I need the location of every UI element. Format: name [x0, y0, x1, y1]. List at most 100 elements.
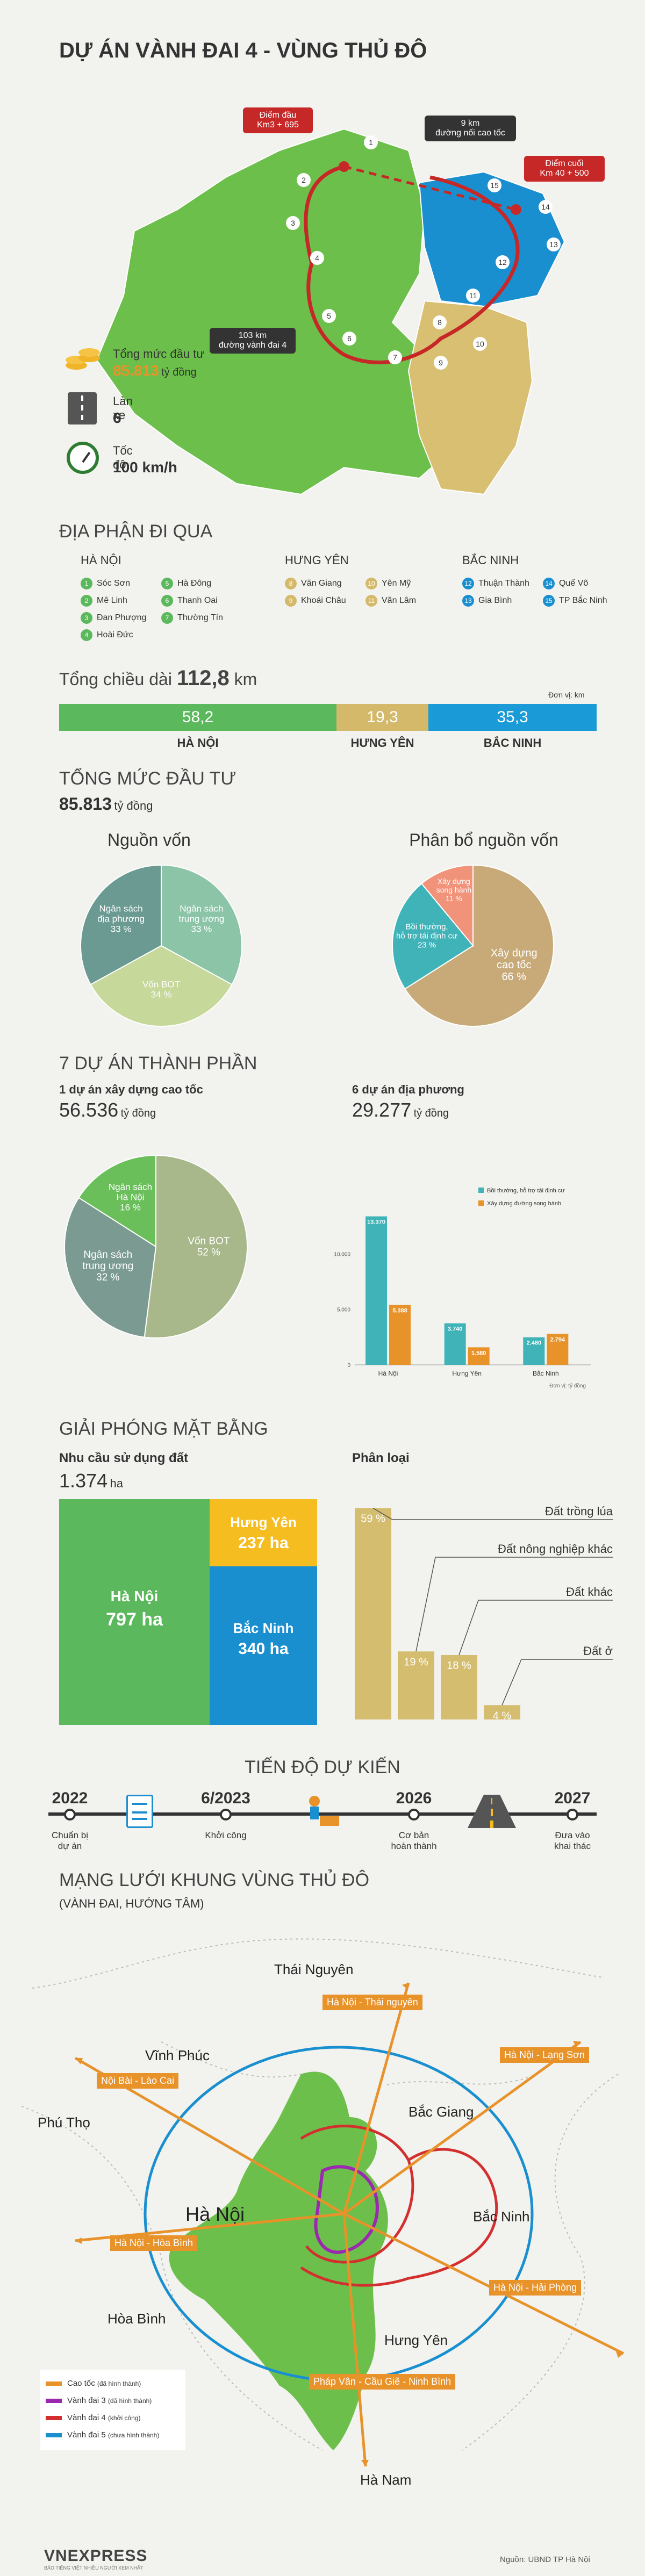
land-need-value: 1.374 — [59, 1470, 108, 1492]
land-block-bacninh: Bắc Ninh 340 ha — [210, 1566, 317, 1725]
category-label: Hà Nội — [378, 1370, 398, 1377]
legend-note: (đã hình thành) — [108, 2397, 152, 2405]
legend-label: Vành đai 5 — [67, 2430, 108, 2440]
classify-title: Phân loại — [352, 1451, 410, 1465]
investment-total: 85.813 — [59, 794, 112, 814]
district-label: Gia Bình — [478, 596, 512, 605]
investment-heading: TỔNG MỨC ĐẦU TƯ — [59, 768, 236, 789]
place-hoa-binh: Hòa Bình — [108, 2311, 166, 2327]
pie-label: Ngân sách — [83, 1249, 132, 1261]
district-label: Văn Giang — [301, 579, 342, 588]
legend-label: Vành đai 3 — [67, 2396, 108, 2405]
ring-road-4-net — [300, 2148, 498, 2287]
length-segment-label: HƯNG YÊN — [350, 736, 414, 750]
highway-icon — [468, 1795, 516, 1828]
bar — [389, 1305, 411, 1365]
vnexpress-logo: VNEXPRESS — [44, 2547, 148, 2565]
district-label: Mê Linh — [97, 596, 127, 605]
legend-swatch — [46, 2416, 62, 2421]
territory-heading: ĐỊA PHẬN ĐI QUA — [59, 521, 213, 542]
investment-total-unit: tỷ đồng — [114, 799, 153, 812]
timeline-label: Đưa vào khai thác — [554, 1830, 591, 1851]
pie-label: Vốn BOT — [142, 980, 180, 990]
svg-text:7: 7 — [393, 353, 397, 362]
pie-label: Bồi thường, — [406, 922, 448, 931]
local-unit: tỷ đồng — [413, 1107, 449, 1119]
bar-value-label: 3.740 — [448, 1326, 463, 1333]
pie-label: 23 % — [418, 940, 436, 949]
investment-value: 85.813 — [113, 362, 159, 379]
network-legend-item: Vành đai 5 (chưa hình thành) — [46, 2427, 180, 2444]
bar-value-label: 2.794 — [550, 1336, 565, 1343]
length-unit-note: Đơn vị: km — [548, 690, 585, 699]
land-class-value: 4 % — [493, 1710, 512, 1722]
link-road — [343, 165, 517, 211]
district-label: Thanh Oai — [177, 596, 218, 605]
alloc-title: Phân bổ nguồn vốn — [409, 830, 558, 850]
pie-label: cao tốc — [497, 959, 531, 971]
ring-road-map: 1 2 3 4 5 6 7 8 9 10 11 12 13 14 15 — [96, 128, 565, 495]
timeline-label: Khởi công — [205, 1830, 247, 1840]
district-number: 7 — [161, 611, 173, 624]
pie-label: hỗ trợ tái định cư — [396, 931, 457, 940]
district-number: 14 — [543, 577, 555, 589]
local-title: 6 dự án địa phương — [352, 1083, 464, 1096]
timeline-year: 2026 — [396, 1789, 432, 1807]
lanes-value: 6 — [113, 409, 121, 426]
district-label: Khoái Châu — [301, 596, 346, 605]
pie-label: Ngân sách — [180, 904, 223, 914]
land-class-bar — [398, 1651, 434, 1719]
district-number: 6 — [161, 594, 173, 607]
district-label: Văn Lâm — [382, 596, 417, 605]
local-bar-chart: 10.000 5.000 0 13.370 5.388 Hà Nội 3.740 1.580 H… — [334, 1187, 591, 1389]
route-tag-thai-nguyen: Hà Nội - Thái nguyên — [322, 1995, 422, 2010]
bar-value-label: 2.480 — [527, 1340, 542, 1347]
place-vinh-phuc: Vĩnh Phúc — [145, 2047, 210, 2063]
land-class-label: Đất nông nghiệp khác — [498, 1542, 613, 1556]
district-number: 9 — [285, 594, 297, 607]
timeline-dot — [220, 1809, 232, 1821]
timeline-label: Cơ bản hoàn thành — [391, 1830, 437, 1851]
land-block-bacninh-name: Bắc Ninh — [233, 1620, 294, 1636]
district-item: 10 Yên Mỹ — [366, 575, 411, 592]
district-item: 3 Đan Phượng — [81, 609, 146, 627]
timeline-dot — [64, 1809, 76, 1821]
legend-label: Bồi thường, hỗ trợ tái định cư — [487, 1187, 565, 1194]
length-segment: 19,3 — [336, 704, 429, 731]
length-bar: 58,2 19,3 35,3 — [59, 704, 597, 731]
timeline: 2022 Chuẩn bị dự án 6/2023 Khởi công 2026 Cơ … — [0, 1789, 645, 1875]
speed-value: 100 km/h — [113, 459, 177, 476]
svg-text:8: 8 — [438, 318, 442, 327]
vnexpress-tagline: BÁO TIẾNG VIỆT NHIỀU NGƯỜI XEM NHẤT — [44, 2565, 144, 2571]
province-col: HƯNG YÊN 8 Văn Giang 9 Khoái Châu 10 Yên Mỹ 11 V… — [285, 553, 457, 607]
network-legend: Cao tốc (đã hình thành) Vành đai 3 (đã hì… — [40, 2370, 185, 2450]
timeline-heading: TIẾN ĐỘ DỰ KIẾN — [245, 1757, 400, 1778]
pie-label: Xây dựng — [438, 877, 470, 886]
network-heading: MẠNG LƯỚI KHUNG VÙNG THỦ ĐÔ — [59, 1870, 370, 1890]
land-block-hungyen-name: Hưng Yên — [230, 1514, 297, 1530]
investment-label: Tổng mức đầu tư — [113, 347, 205, 361]
legend-note: (đã hình thành) — [97, 2380, 141, 2387]
ring-road-3 — [314, 2165, 379, 2254]
svg-text:9: 9 — [439, 358, 443, 367]
source-note: Nguồn: UBND TP Hà Nội — [500, 2555, 590, 2564]
pie-label: 16 % — [120, 1203, 141, 1213]
y-tick-label: 5.000 — [337, 1307, 350, 1313]
legend-label: Xây dựng đường song hành — [487, 1200, 561, 1207]
bar — [547, 1334, 569, 1365]
district-item: 14 Quế Võ — [543, 575, 588, 592]
length-value: 112,8 — [176, 666, 230, 690]
pie-slice — [161, 864, 242, 985]
legend-label: Cao tốc — [67, 2379, 97, 2388]
pie-slice — [144, 1154, 248, 1339]
district-number: 2 — [81, 594, 92, 607]
pie-label: song hành — [436, 886, 471, 894]
route-tag-hai-phong: Hà Nội - Hải Phòng — [489, 2280, 582, 2296]
svg-text:12: 12 — [498, 258, 507, 267]
route-tag-lao-cai: Nội Bài - Lào Cai — [97, 2073, 179, 2089]
length-segment: 58,2 — [59, 704, 336, 731]
land-class-label: Đất trồng lúa — [545, 1505, 613, 1518]
legend-note: (khởi công) — [108, 2414, 141, 2422]
length-unit: km — [234, 670, 257, 689]
province-name: HƯNG YÊN — [285, 553, 349, 567]
